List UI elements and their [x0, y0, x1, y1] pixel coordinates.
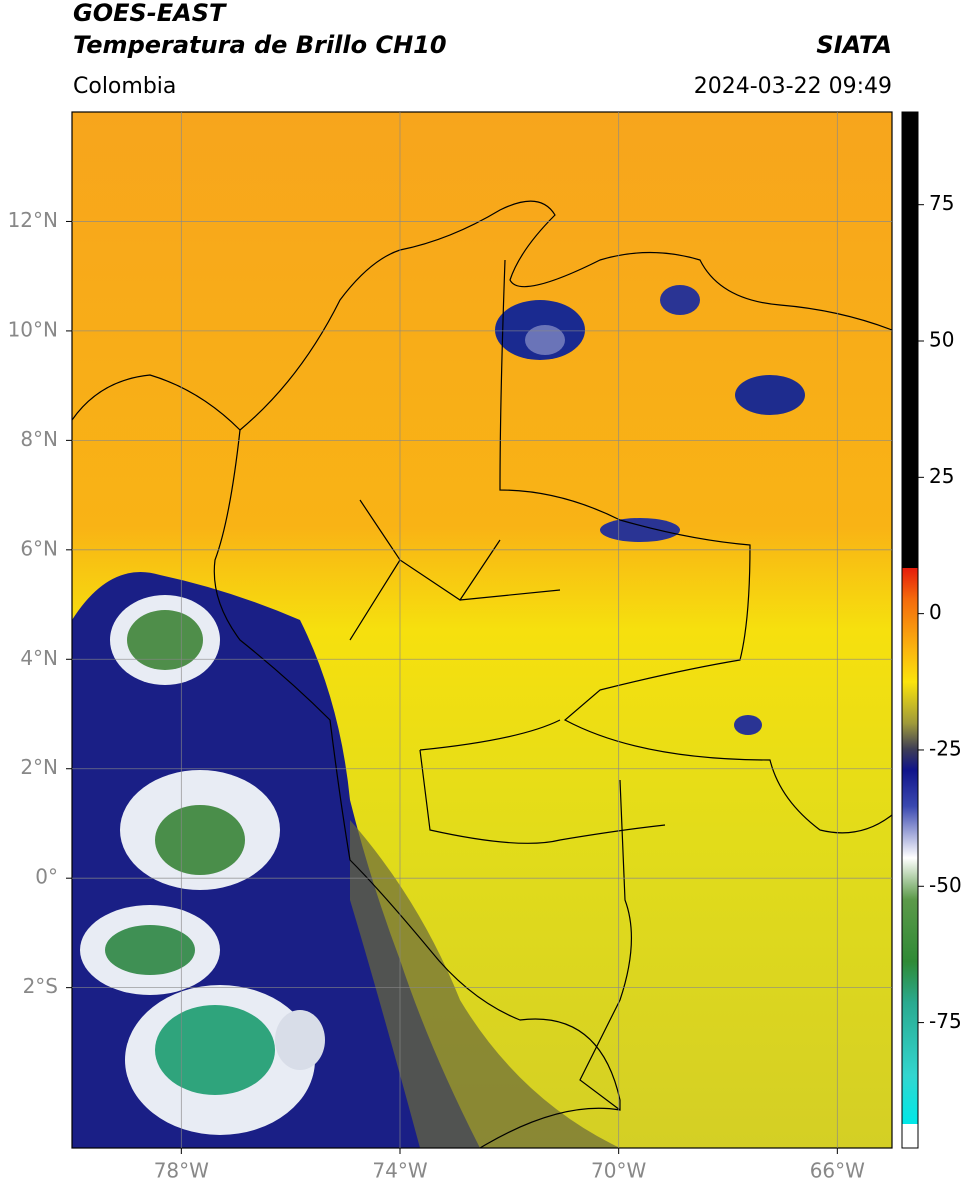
x-tick-label: 70°W — [591, 1159, 646, 1183]
subtitle: Temperatura de Brillo CH10 — [73, 31, 447, 59]
colorbar — [901, 111, 919, 1149]
y-tick-label: 8°N — [20, 427, 58, 451]
colorbar-tick-label: -75 — [929, 1009, 962, 1033]
y-tick-label: 0° — [35, 865, 58, 889]
colorbar-tick-label: -50 — [929, 873, 962, 897]
y-tick-label: 12°N — [8, 208, 58, 232]
y-tick-label: 10°N — [8, 317, 58, 341]
colorbar-tick-label: -25 — [929, 736, 962, 760]
region: Colombia — [73, 74, 176, 99]
y-tick-label: 2°S — [23, 974, 58, 998]
y-tick-label: 6°N — [20, 536, 58, 560]
x-tick-label: 78°W — [154, 1159, 209, 1183]
source: SIATA — [816, 31, 892, 59]
y-tick-label: 4°N — [20, 646, 58, 670]
colorbar-tick-label: 0 — [929, 600, 942, 624]
borders — [72, 200, 892, 1148]
title: GOES-EAST — [73, 0, 227, 27]
colorbar-tick-label: 75 — [929, 191, 954, 215]
datetime: 2024-03-22 09:49 — [694, 74, 892, 99]
colorbar-tick-label: 50 — [929, 328, 954, 352]
map-imagery — [72, 112, 892, 1148]
x-tick-label: 74°W — [372, 1159, 427, 1183]
x-tick-label: 66°W — [810, 1159, 865, 1183]
colorbar-tick-label: 25 — [929, 464, 954, 488]
map-frame — [71, 111, 893, 1149]
y-tick-label: 2°N — [20, 755, 58, 779]
